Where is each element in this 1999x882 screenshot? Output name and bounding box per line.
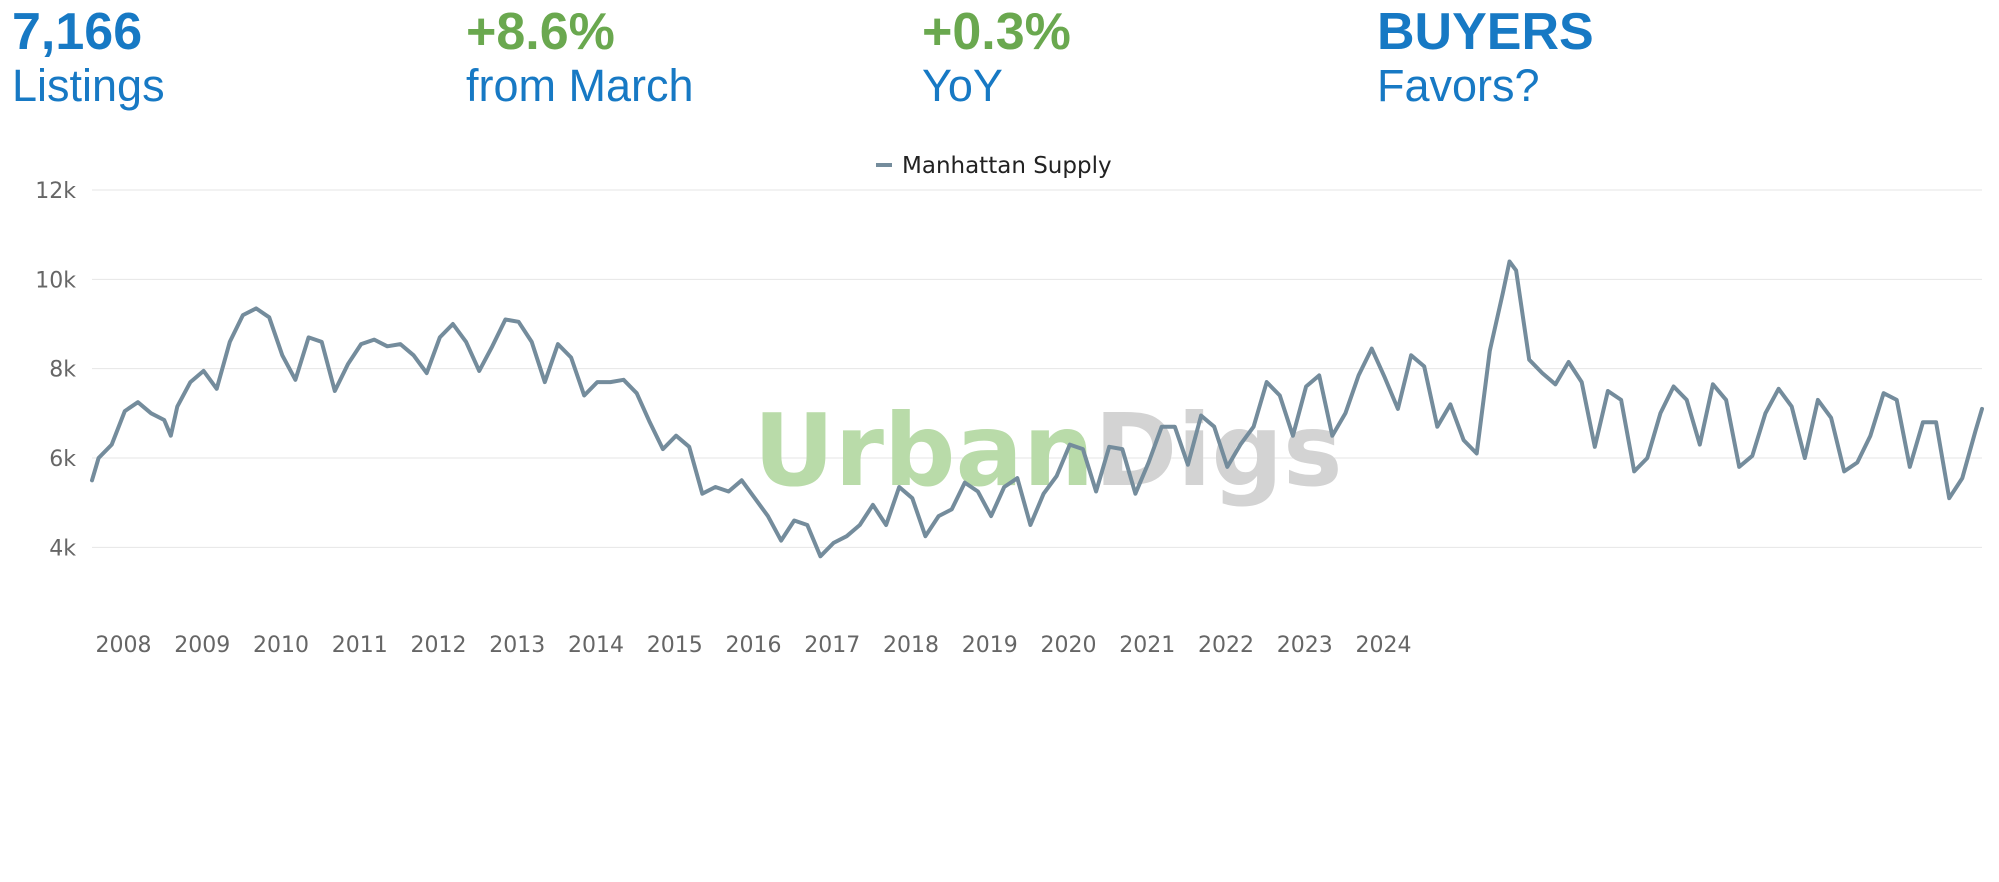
stat-monthly-change-value: +8.6% bbox=[466, 3, 615, 61]
legend-label-manhattan-supply: Manhattan Supply bbox=[902, 153, 1112, 179]
svg-text:UrbanDigs: UrbanDigs bbox=[753, 392, 1342, 509]
x-tick-label: 2011 bbox=[332, 633, 388, 658]
y-tick-label: 12k bbox=[35, 179, 76, 204]
stat-listings: 7,166 Listings bbox=[12, 4, 165, 112]
x-tick-label: 2022 bbox=[1198, 633, 1254, 658]
gridlines bbox=[92, 189, 1982, 548]
x-tick-label: 2021 bbox=[1119, 633, 1175, 658]
x-tick-label: 2010 bbox=[253, 633, 309, 658]
x-tick-label: 2009 bbox=[174, 633, 230, 658]
x-tick-label: 2020 bbox=[1041, 633, 1097, 658]
y-tick-label: 6k bbox=[49, 447, 76, 472]
stat-market-favor-label: Favors? bbox=[1377, 60, 1540, 111]
stat-listings-label: Listings bbox=[12, 60, 165, 111]
stat-listings-value: 7,166 bbox=[12, 3, 143, 61]
stat-yoy-change-label: YoY bbox=[922, 60, 1003, 111]
series-line-manhattan-supply bbox=[90, 259, 1984, 559]
x-tick-label: 2012 bbox=[411, 633, 467, 658]
x-tick-label: 2019 bbox=[962, 633, 1018, 658]
x-tick-label: 2023 bbox=[1277, 633, 1333, 658]
watermark-urban: Urban bbox=[753, 392, 1094, 509]
stat-yoy-change: +0.3% YoY bbox=[922, 4, 1071, 112]
y-tick-label: 8k bbox=[49, 358, 76, 383]
chart-legend[interactable]: Manhattan Supply bbox=[876, 153, 1112, 179]
y-tick-label: 10k bbox=[35, 268, 76, 293]
x-axis: 2008 2009 2010 2011 2012 2013 2014 2015 2016 2017… bbox=[96, 633, 1412, 658]
x-tick-label: 2008 bbox=[96, 633, 152, 658]
x-tick-label: 2017 bbox=[804, 633, 860, 658]
stat-market-favor: BUYERS Favors? bbox=[1377, 4, 1594, 112]
x-tick-label: 2013 bbox=[489, 633, 545, 658]
stat-monthly-change-label: from March bbox=[466, 60, 694, 111]
stat-yoy-change-value: +0.3% bbox=[922, 3, 1071, 61]
stat-monthly-change: +8.6% from March bbox=[466, 4, 694, 112]
x-tick-label: 2015 bbox=[647, 633, 703, 658]
watermark-digs: Digs bbox=[1094, 392, 1342, 509]
x-tick-label: 2024 bbox=[1356, 633, 1412, 658]
y-tick-label: 4k bbox=[49, 536, 76, 561]
y-axis: 4k 6k 8k 10k 12k bbox=[35, 179, 76, 561]
x-tick-label: 2018 bbox=[883, 633, 939, 658]
x-tick-label: 2014 bbox=[568, 633, 624, 658]
stat-market-favor-value: BUYERS bbox=[1377, 3, 1594, 61]
urbandigs-watermark: UrbanDigs bbox=[753, 392, 1342, 509]
x-tick-label: 2016 bbox=[726, 633, 782, 658]
